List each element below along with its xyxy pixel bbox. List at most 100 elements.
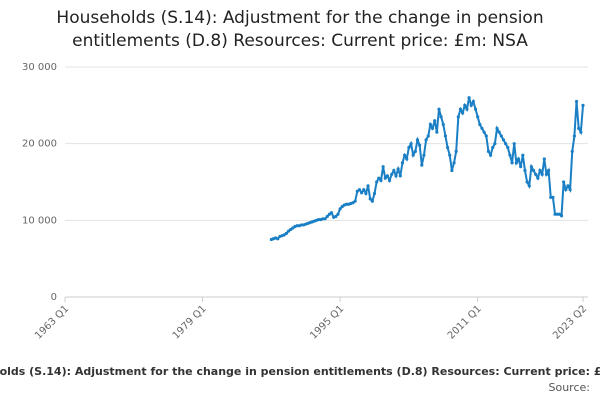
data-point	[433, 119, 437, 123]
data-point	[471, 99, 475, 104]
data-point	[415, 138, 420, 142]
data-point	[581, 103, 585, 107]
data-point	[465, 107, 469, 111]
data-point	[422, 153, 426, 157]
data-point	[325, 214, 329, 219]
data-point	[407, 145, 411, 150]
data-point	[544, 172, 549, 176]
data-point	[439, 115, 443, 119]
data-point	[491, 145, 495, 150]
x-tick-label: 2023 Q2	[551, 303, 589, 341]
data-point	[375, 180, 379, 184]
data-point	[452, 161, 456, 165]
data-point	[579, 130, 583, 134]
data-point	[381, 165, 385, 169]
data-point	[497, 130, 501, 134]
data-point	[480, 126, 484, 130]
data-point	[508, 153, 512, 157]
data-point	[390, 172, 394, 176]
data-point	[461, 111, 465, 115]
data-point	[424, 138, 428, 142]
y-tick-label: 20 000	[22, 139, 57, 150]
source: Source:	[549, 381, 591, 394]
data-point	[450, 168, 454, 173]
data-point	[276, 237, 280, 241]
data-point	[398, 174, 402, 178]
data-point	[519, 165, 523, 169]
data-point	[529, 165, 534, 169]
data-point	[338, 207, 342, 211]
data-point	[478, 122, 482, 127]
chart-title: Households (S.14): Adjustment for the ch…	[56, 8, 543, 28]
data-point	[430, 126, 435, 130]
data-point	[403, 153, 407, 157]
data-point	[441, 122, 445, 127]
data-point	[467, 96, 471, 100]
data-point	[574, 99, 579, 104]
data-point	[562, 180, 566, 184]
data-point	[284, 231, 288, 235]
x-tick-label: 2011 Q1	[446, 303, 484, 341]
data-point	[521, 153, 525, 157]
data-point	[484, 134, 488, 138]
data-point	[456, 115, 460, 119]
data-point	[392, 168, 396, 173]
data-point	[482, 130, 486, 134]
data-point	[400, 161, 405, 165]
data-point	[385, 174, 390, 178]
data-point	[336, 212, 340, 216]
data-point	[566, 184, 570, 188]
data-point	[323, 217, 327, 221]
data-point	[394, 174, 398, 178]
data-point	[383, 176, 387, 180]
y-tick-label: 0	[51, 292, 57, 303]
data-point	[527, 184, 531, 188]
data-point	[387, 178, 392, 183]
data-point	[357, 188, 362, 192]
x-tick-label: 1995 Q1	[308, 303, 346, 341]
data-point	[542, 157, 546, 161]
data-point	[458, 107, 463, 111]
x-tick-label: 1979 Q1	[171, 303, 209, 341]
data-point	[426, 134, 430, 138]
data-point	[493, 142, 497, 146]
data-point	[486, 149, 491, 153]
data-point	[437, 107, 441, 111]
data-point	[534, 172, 538, 176]
data-point	[396, 167, 400, 171]
data-point	[405, 157, 409, 161]
data-point	[463, 103, 467, 107]
data-point	[538, 168, 542, 173]
data-point	[409, 142, 413, 146]
data-point	[368, 197, 372, 201]
data-point	[370, 199, 374, 203]
data-point	[488, 153, 493, 157]
data-point	[570, 149, 574, 153]
data-point	[577, 126, 581, 130]
data-point	[366, 184, 370, 188]
x-tick-label: 1963 Q1	[33, 303, 71, 341]
data-point	[551, 195, 555, 199]
data-point	[379, 178, 383, 183]
data-point	[506, 145, 510, 150]
data-point	[512, 142, 516, 146]
data-point	[372, 191, 377, 196]
data-point	[501, 138, 506, 142]
chart-title: entitlements (D.8) Resources: Current pr…	[72, 31, 528, 51]
data-point	[435, 130, 439, 134]
data-point	[360, 191, 364, 195]
data-point	[510, 161, 514, 165]
data-point	[547, 168, 551, 173]
data-point	[504, 142, 508, 146]
data-point	[329, 211, 334, 215]
data-point	[525, 180, 529, 184]
data-point	[516, 157, 521, 161]
data-point	[377, 176, 381, 180]
footer-title: Households (S.14): Adjustment for the ch…	[0, 365, 600, 378]
data-point	[568, 188, 572, 192]
y-tick-label: 30 000	[22, 62, 57, 73]
data-point	[411, 153, 415, 157]
data-point	[536, 176, 540, 180]
data-point	[499, 134, 503, 138]
